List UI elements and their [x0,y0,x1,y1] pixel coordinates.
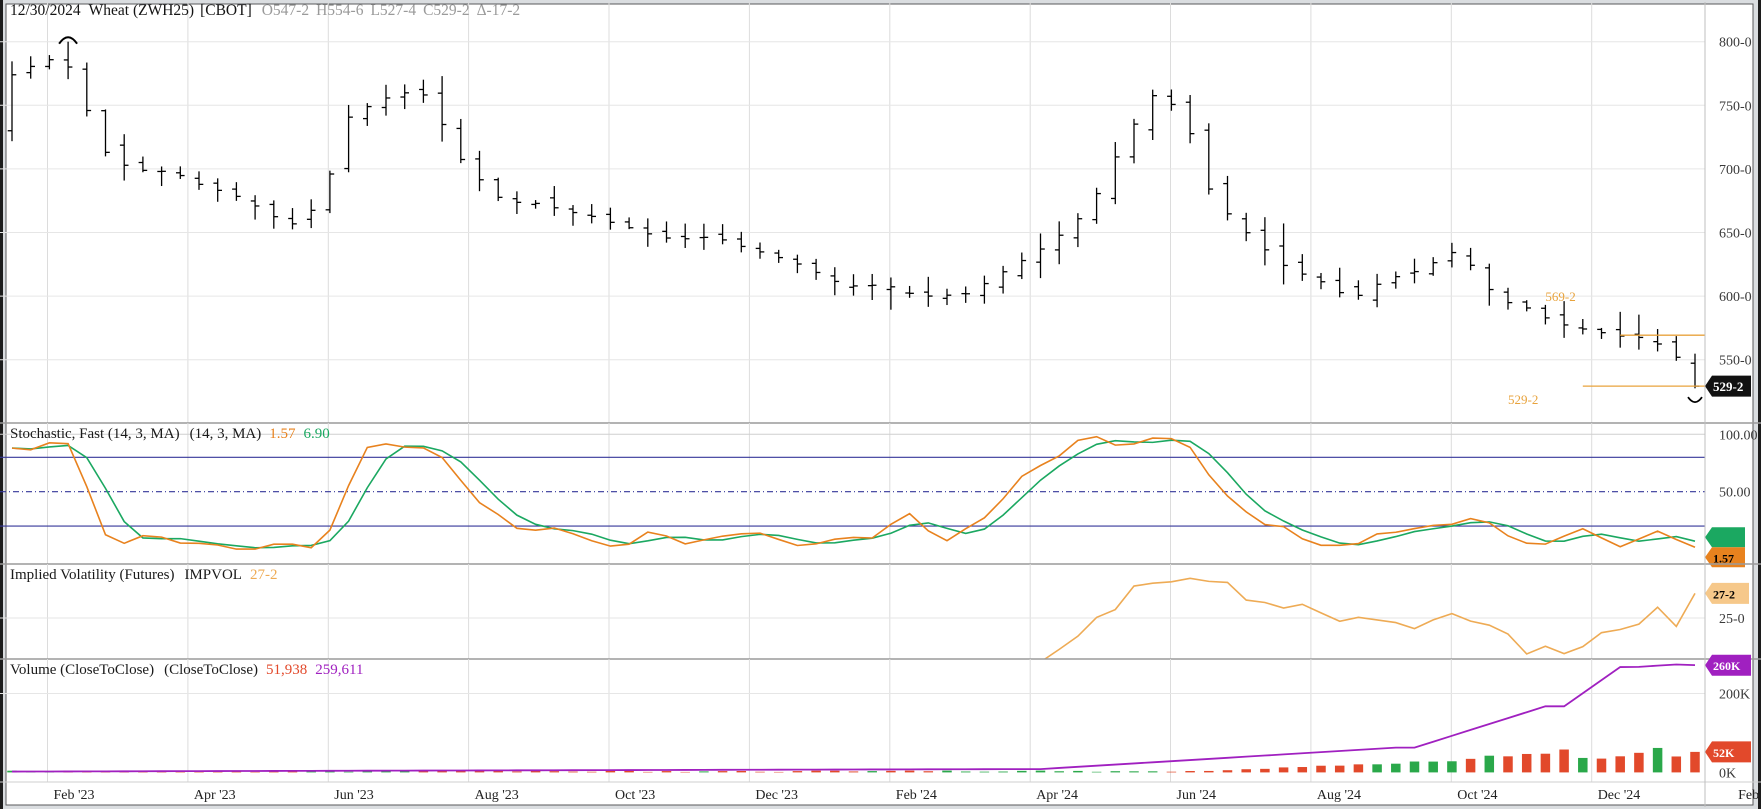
svg-text:200K: 200K [1719,688,1750,703]
svg-text:Jun '24: Jun '24 [1177,788,1216,803]
svg-text:529-2: 529-2 [1713,379,1743,394]
svg-text:27-2: 27-2 [1713,587,1735,601]
svg-text:550-0: 550-0 [1719,354,1752,369]
svg-text:Apr '24: Apr '24 [1036,788,1078,803]
svg-text:Feb '24: Feb '24 [896,788,937,803]
svg-text:Oct '24: Oct '24 [1457,788,1497,803]
svg-text:100.00: 100.00 [1719,428,1758,443]
svg-text:260K: 260K [1713,659,1741,673]
svg-text:Dec '24: Dec '24 [1598,788,1641,803]
svg-text:Dec '23: Dec '23 [755,788,798,803]
svg-text:750-0: 750-0 [1719,99,1752,114]
svg-text:Oct '23: Oct '23 [615,788,655,803]
svg-text:52K: 52K [1713,746,1735,760]
svg-text:Feb '25: Feb '25 [1738,788,1761,803]
svg-text:25-0: 25-0 [1719,612,1745,627]
svg-text:Aug '24: Aug '24 [1317,788,1361,803]
svg-text:Stochastic, Fast (14, 3, MA)(1: Stochastic, Fast (14, 3, MA) (14, 3, MA) 1… [10,426,330,442]
svg-text:800-0: 800-0 [1719,36,1752,51]
svg-text:Jun '23: Jun '23 [334,788,373,803]
svg-text:650-0: 650-0 [1719,227,1752,242]
svg-text:529-2: 529-2 [1508,392,1538,407]
svg-text:600-0: 600-0 [1719,290,1752,305]
svg-text:700-0: 700-0 [1719,163,1752,178]
svg-text:Feb '23: Feb '23 [54,788,95,803]
svg-text:Aug '23: Aug '23 [475,788,519,803]
svg-text:0K: 0K [1719,766,1736,781]
svg-text:1.57: 1.57 [1713,551,1734,565]
svg-text:Implied Volatility (Futures)IM: Implied Volatility (Futures) IMPVOL 27-2 [10,567,277,583]
svg-text:569-2: 569-2 [1545,289,1575,304]
svg-text:50.00: 50.00 [1719,486,1751,501]
svg-text:Apr '23: Apr '23 [194,788,236,803]
